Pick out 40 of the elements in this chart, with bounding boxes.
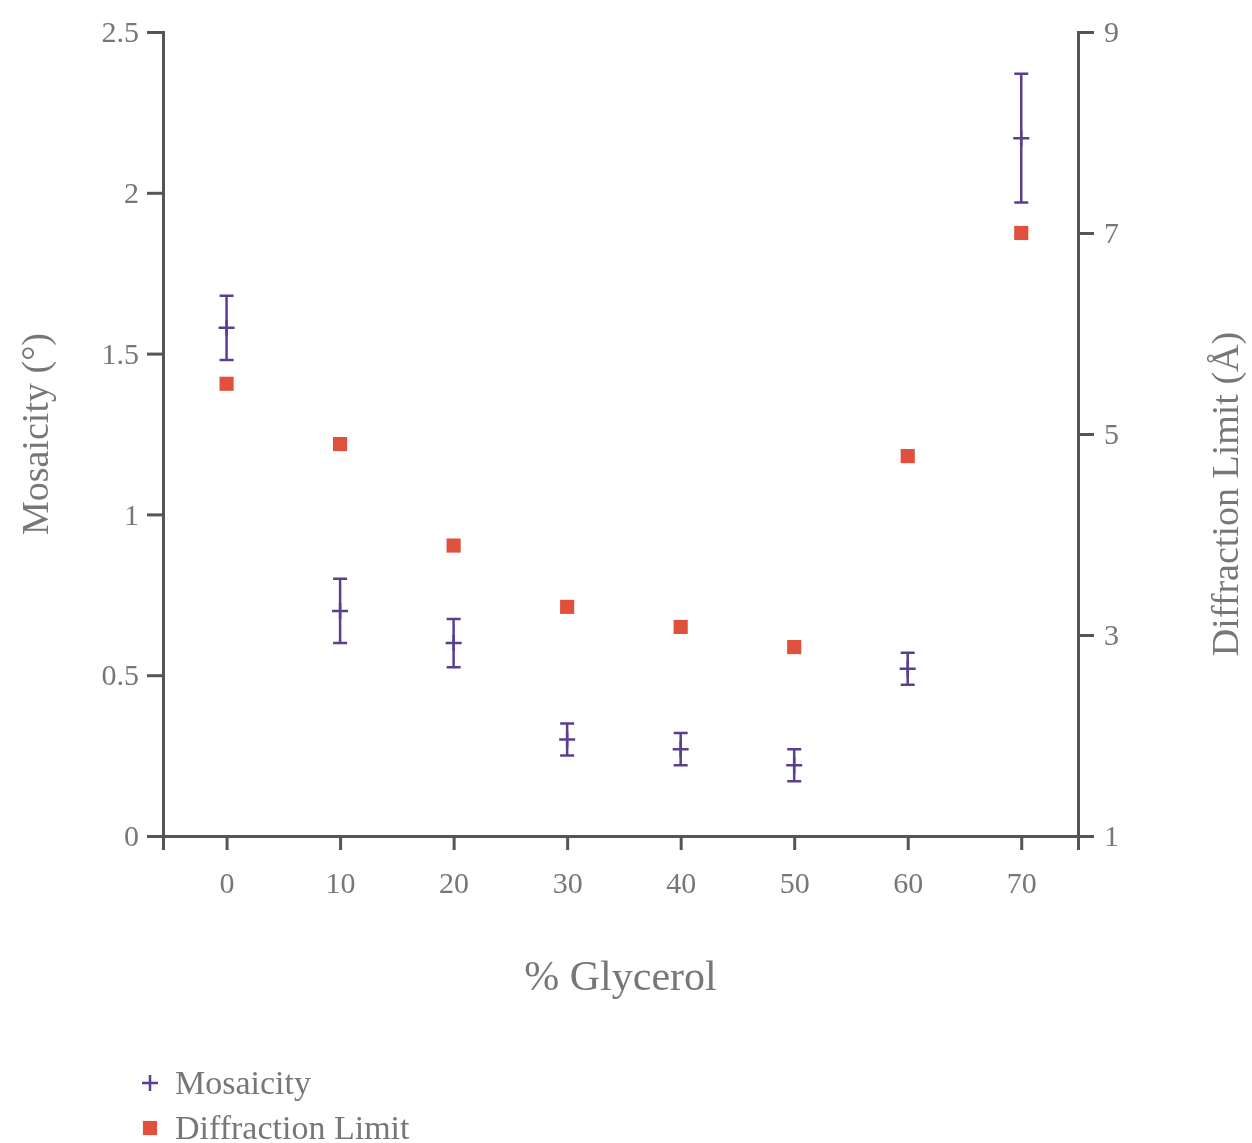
y-tick-label: 1	[124, 497, 139, 531]
y-tick-label: 1.5	[101, 336, 139, 370]
x-axis-title: % Glycerol	[524, 953, 717, 999]
point	[330, 601, 350, 621]
y-axis-title: Mosaicity (°)	[14, 333, 57, 535]
x-tick-label: 30	[552, 866, 583, 900]
point	[671, 739, 690, 759]
point	[333, 436, 348, 452]
x-tick-label: 20	[439, 866, 470, 900]
point	[446, 538, 461, 553]
y-tick-label: 2.5	[101, 15, 139, 49]
x-tick-label: 0	[219, 866, 235, 900]
point	[444, 633, 463, 653]
legend-label: Mosaicity	[175, 1064, 311, 1101]
y2-axis-title: Diffraction Limit (Å)	[1204, 331, 1247, 657]
point	[673, 619, 688, 635]
point	[217, 318, 236, 338]
point	[219, 376, 234, 391]
y2-tick-label: 3	[1104, 618, 1119, 652]
point	[1011, 128, 1031, 148]
x-tick-label: 40	[666, 866, 697, 900]
y2-tick-label: 1	[1104, 819, 1119, 853]
point	[784, 756, 804, 775]
y2-tick-label: 5	[1104, 417, 1119, 451]
x-tick-label: 10	[325, 866, 356, 900]
point	[898, 659, 917, 679]
point	[787, 639, 802, 655]
point	[900, 449, 915, 464]
point	[560, 599, 575, 614]
y2-tick-label: 7	[1104, 216, 1119, 250]
y2-tick-label: 9	[1104, 15, 1119, 49]
x-tick-label: 50	[779, 866, 810, 900]
y-tick-label: 2	[124, 175, 139, 209]
legend-label: Diffraction Limit	[175, 1109, 411, 1143]
point	[557, 730, 577, 749]
y-tick-label: 0.5	[101, 658, 139, 692]
x-tick-label: 60	[893, 866, 924, 900]
x-tick-label: 70	[1006, 866, 1037, 900]
point	[1014, 225, 1029, 241]
y-tick-label: 0	[124, 819, 139, 853]
